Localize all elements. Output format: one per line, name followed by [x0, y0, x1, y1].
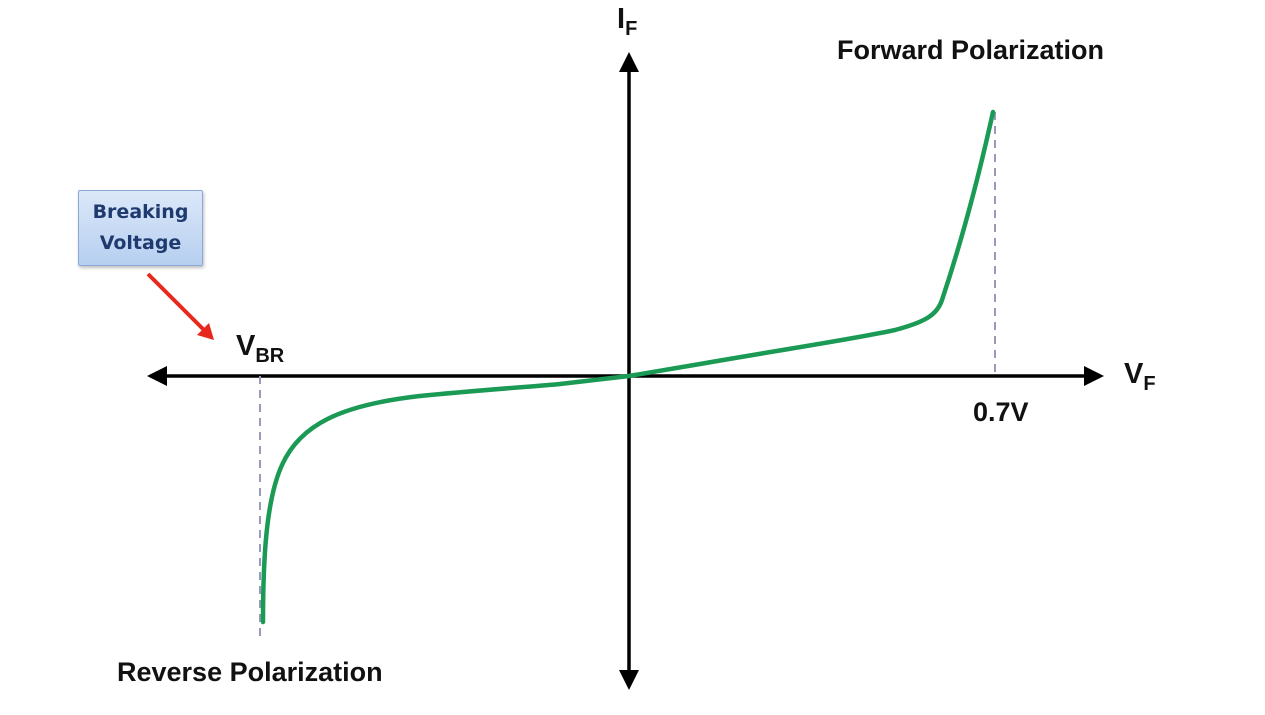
x-axis-label: VF [1124, 358, 1156, 395]
y-axis-arrow-bottom [619, 670, 639, 690]
callout-pointer-arrow [146, 272, 208, 334]
breakdown-voltage-label: VBR [236, 330, 285, 367]
breaking-voltage-callout: Breaking Voltage [78, 190, 203, 266]
reverse-polarization-label: Reverse Polarization [117, 657, 383, 687]
forward-polarization-label: Forward Polarization [837, 35, 1105, 65]
x-axis-arrow-left [147, 366, 167, 386]
x-axis-arrow-right [1084, 366, 1104, 386]
threshold-voltage-label: 0.7V [973, 397, 1029, 427]
y-axis-label: IF [617, 3, 638, 40]
iv-curve [260, 109, 996, 625]
y-axis-arrow-top [619, 52, 639, 72]
callout-pointer-arrowhead [197, 323, 214, 340]
